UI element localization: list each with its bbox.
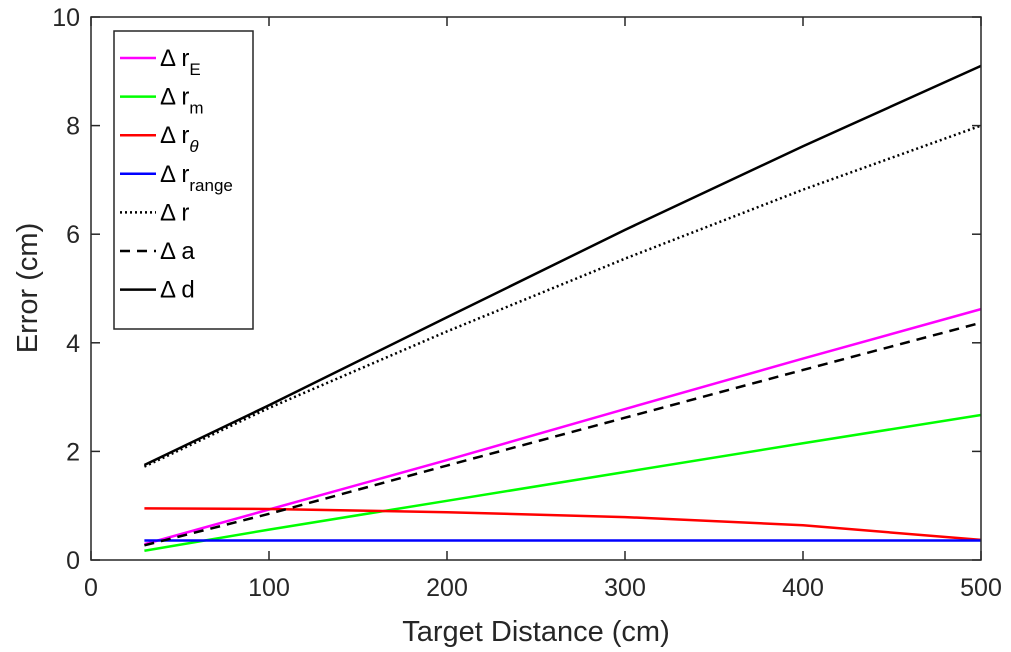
legend-label-6: Δ a bbox=[160, 238, 195, 265]
x-tick-label: 300 bbox=[604, 574, 646, 602]
ticks-layer: 0 100 200 300 400 500 0 2 4 6 8 10 bbox=[52, 4, 1002, 602]
legend-box bbox=[113, 30, 254, 330]
y-axis-label: Error (cm) bbox=[12, 223, 44, 353]
series-line-3 bbox=[144, 507, 982, 542]
x-tick-label: 200 bbox=[426, 574, 468, 602]
y-tick-label: 0 bbox=[66, 547, 80, 575]
series-layer bbox=[143, 64, 982, 553]
x-tick-label: 100 bbox=[248, 574, 290, 602]
plot-frame bbox=[90, 16, 982, 561]
y-tick-label: 10 bbox=[52, 4, 80, 32]
y-tick-label: 2 bbox=[66, 438, 80, 466]
series-line-1 bbox=[144, 307, 982, 546]
y-tick-label: 6 bbox=[66, 221, 80, 249]
x-tick-label: 0 bbox=[84, 574, 98, 602]
series-line-5 bbox=[143, 124, 982, 468]
series-line-2 bbox=[144, 413, 982, 553]
x-axis-label: Target Distance (cm) bbox=[402, 616, 670, 648]
y-tick-label: 8 bbox=[66, 113, 80, 141]
x-tick-label: 400 bbox=[782, 574, 824, 602]
y-tick-label: 4 bbox=[66, 330, 80, 358]
legend-label-7: Δ d bbox=[160, 277, 195, 304]
series-line-7 bbox=[143, 64, 982, 467]
series-line-6 bbox=[144, 321, 982, 547]
x-tick-label: 500 bbox=[960, 574, 1002, 602]
legend-label-5: Δ r bbox=[160, 199, 189, 226]
